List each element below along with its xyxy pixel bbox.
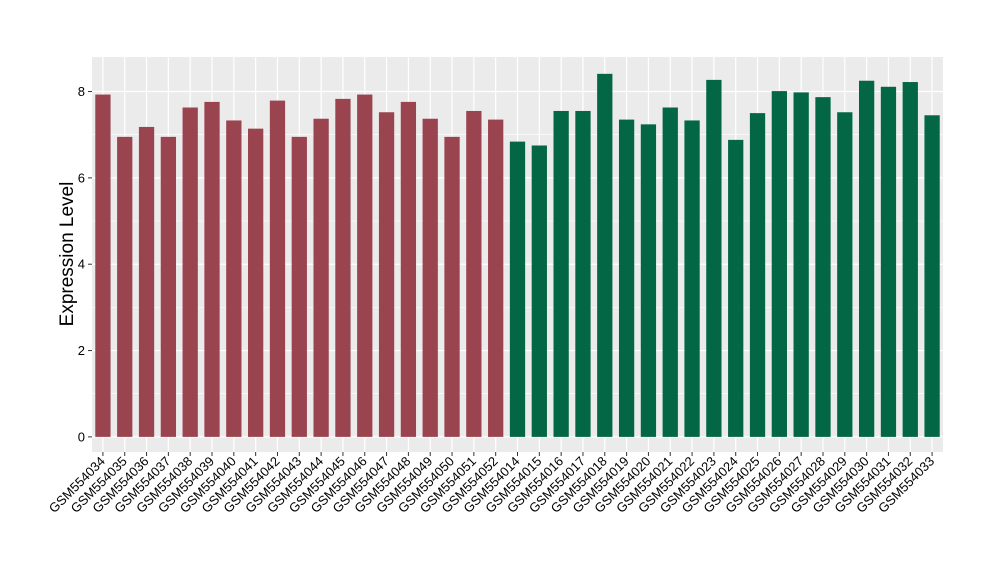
bar-GSM554027 (793, 92, 809, 437)
bar-GSM554016 (553, 110, 569, 437)
bar-GSM554045 (335, 98, 351, 437)
y-axis: 0 2 4 6 8 (78, 84, 92, 444)
bar-GSM554030 (858, 80, 875, 437)
bar-GSM554043 (291, 136, 307, 437)
bar-GSM554048 (400, 101, 417, 437)
bar-GSM554017 (575, 110, 591, 437)
bars (95, 73, 940, 437)
bar-GSM554052 (488, 119, 504, 437)
bar-GSM554020 (640, 124, 657, 437)
bar-GSM554049 (422, 118, 438, 437)
bar-GSM554034 (95, 94, 111, 437)
bar-GSM554040 (226, 120, 242, 437)
bar-GSM554026 (771, 91, 787, 437)
bar-GSM554050 (444, 136, 460, 437)
bar-GSM554029 (837, 112, 853, 437)
bar-GSM554037 (160, 136, 177, 437)
bar-GSM554021 (662, 107, 678, 437)
bar-GSM554039 (204, 101, 220, 437)
bar-GSM554044 (313, 118, 329, 437)
y-tick-label: 2 (78, 343, 85, 358)
y-tick-label: 0 (78, 429, 85, 444)
y-tick-label: 4 (78, 257, 85, 272)
bar-GSM554025 (749, 113, 766, 437)
bar-GSM554015 (531, 145, 547, 437)
bar-GSM554041 (248, 128, 264, 437)
bar-GSM554024 (728, 139, 744, 437)
bar-GSM554028 (815, 97, 831, 437)
bar-GSM554031 (880, 86, 897, 437)
bar-GSM554035 (117, 136, 133, 437)
x-axis: GSM554034GSM554035GSM554036GSM554037GSM5… (46, 452, 937, 516)
y-tick-label: 6 (78, 170, 85, 185)
bar-GSM554033 (924, 115, 940, 437)
bar-GSM554051 (466, 110, 482, 437)
bar-GSM554036 (138, 126, 155, 437)
bar-GSM554046 (357, 94, 373, 437)
bar-GSM554032 (902, 82, 918, 437)
bar-GSM554023 (706, 79, 722, 437)
bar-GSM554018 (597, 73, 613, 437)
bar-GSM554042 (269, 100, 286, 437)
bar-GSM554019 (618, 119, 635, 437)
bar-GSM554022 (684, 120, 700, 437)
y-tick-label: 8 (78, 84, 85, 99)
bar-GSM554014 (509, 141, 526, 437)
bar-GSM554038 (182, 107, 198, 437)
bar-GSM554047 (378, 112, 395, 437)
y-axis-title: Expression Level (57, 182, 78, 327)
